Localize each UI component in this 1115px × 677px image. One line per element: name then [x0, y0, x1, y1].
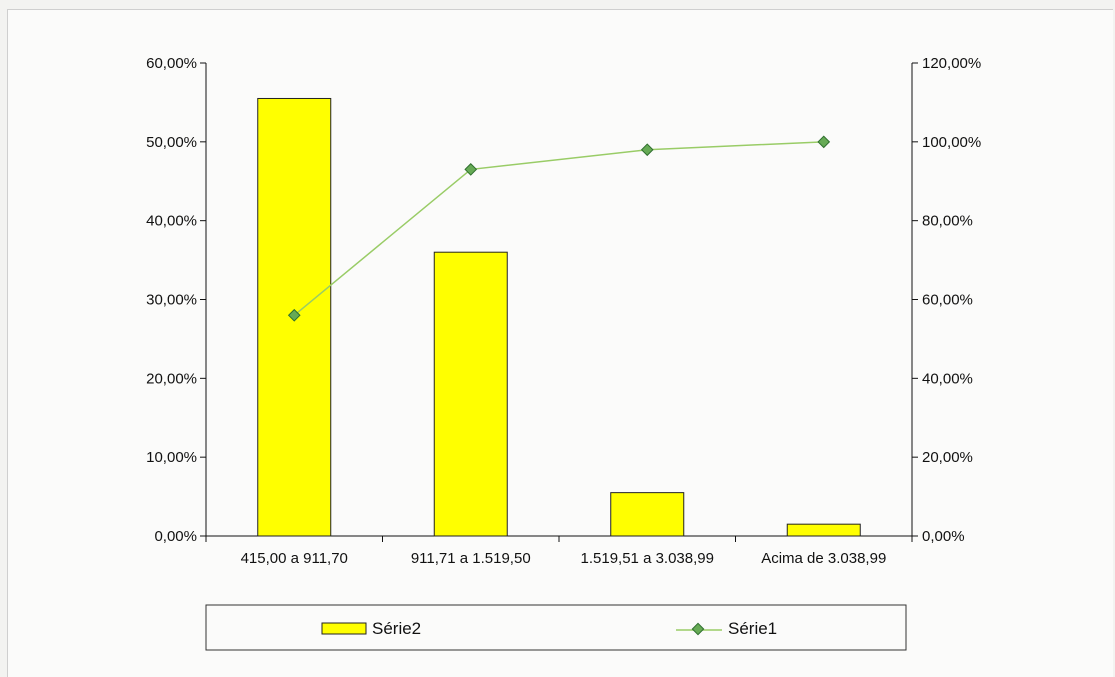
y-tick-label-right: 120,00% — [922, 55, 981, 72]
y-tick-label-right: 100,00% — [922, 134, 981, 151]
bar — [610, 492, 685, 537]
y-tick-label-left: 50,00% — [146, 134, 197, 151]
line-point — [464, 163, 478, 176]
line-point — [640, 143, 654, 157]
y-tick-label-left: 60,00% — [146, 55, 197, 72]
line-series — [287, 135, 831, 322]
x-tick-label: 1.519,51 a 3.038,99 — [581, 550, 714, 567]
chart-frame — [7, 9, 1113, 677]
axes: 0,00% 10,00% 20,00% 30,00% 40,00% 50,00% 60,00… — [146, 55, 981, 567]
line-path — [293, 141, 824, 316]
y-tick-label-right: 80,00% — [922, 213, 973, 230]
bar — [786, 523, 861, 537]
y-tick-label-right: 40,00% — [922, 370, 973, 387]
legend: Série2 Série1 — [205, 604, 907, 651]
x-tick-label: 415,00 a 911,70 — [241, 550, 348, 567]
line-point — [287, 308, 301, 322]
legend-box — [205, 604, 907, 651]
legend-label-serie1: Série1 — [728, 619, 777, 638]
x-tick-label: 911,71 a 1.519,50 — [411, 550, 531, 567]
y-tick-label-left: 30,00% — [146, 292, 197, 309]
y-tick-label-right: 20,00% — [922, 449, 973, 466]
y-tick-label-left: 10,00% — [146, 449, 197, 466]
legend-marker-swatch — [691, 622, 705, 636]
y-tick-label-right: 0,00% — [922, 528, 965, 545]
y-tick-label-left: 40,00% — [146, 213, 197, 230]
x-tick-label: Acima de 3.038,99 — [761, 550, 886, 567]
bar-series — [257, 97, 861, 537]
bar — [433, 251, 508, 537]
legend-label-serie2: Série2 — [372, 619, 421, 638]
legend-bar-swatch — [321, 622, 367, 635]
line-point — [817, 135, 831, 149]
y-tick-label-right: 60,00% — [922, 292, 973, 309]
y-tick-label-left: 0,00% — [154, 528, 197, 545]
y-tick-label-left: 20,00% — [146, 370, 197, 387]
